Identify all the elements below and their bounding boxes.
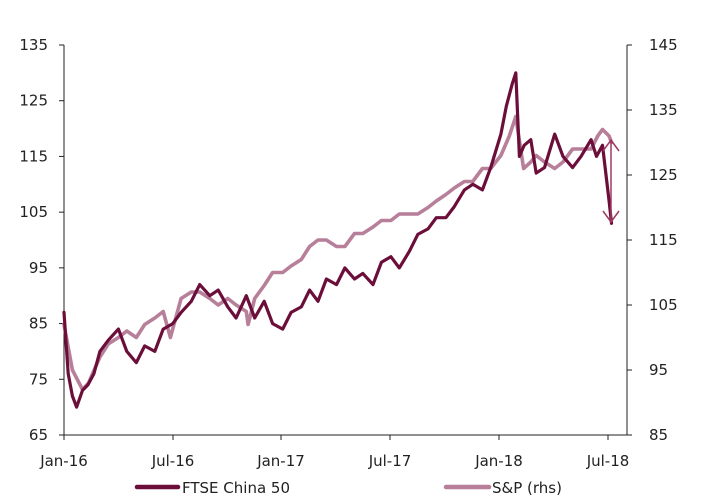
- x-tick-label: Jan-17: [256, 452, 305, 470]
- left-tick-label: 85: [29, 315, 48, 333]
- x-tick-label: Jan-18: [474, 452, 523, 470]
- series-ftse-china-50-line: [62, 71, 614, 409]
- right-tick-label: 95: [649, 361, 668, 379]
- x-tick-label: Jul-16: [151, 452, 195, 470]
- right-tick-label: 105: [649, 296, 678, 314]
- series-layer: [62, 71, 614, 409]
- x-tick-label: Jan-16: [39, 452, 88, 470]
- left-tick-label: 75: [29, 370, 48, 388]
- axes: [63, 45, 628, 436]
- x-tick-label: Jul-17: [368, 452, 412, 470]
- arrow-head-up: [602, 138, 620, 152]
- x-tick-label: Jul-18: [586, 452, 630, 470]
- left-tick-label: 125: [19, 92, 48, 110]
- legend: FTSE China 50 S&P (rhs): [134, 479, 562, 497]
- legend-label-sp: S&P (rhs): [492, 479, 562, 497]
- arrow-head-down: [602, 210, 620, 224]
- legend-label-ftse: FTSE China 50: [182, 479, 290, 497]
- right-y-axis-ticks: 85 95 105 115 125 135 145: [627, 36, 678, 444]
- left-tick-label: 105: [19, 203, 48, 221]
- series-sp-rhs-line: [62, 114, 614, 392]
- right-tick-label: 145: [649, 36, 678, 54]
- left-tick-label: 65: [29, 426, 48, 444]
- right-tick-label: 135: [649, 101, 678, 119]
- left-tick-label: 135: [19, 36, 48, 54]
- left-tick-label: 115: [19, 147, 48, 165]
- right-tick-label: 125: [649, 166, 678, 184]
- right-tick-label: 85: [649, 426, 668, 444]
- annotation-arrow: [602, 138, 620, 224]
- x-axis-ticks: Jan-16 Jul-16 Jan-17 Jul-17 Jan-18 Jul-18: [39, 435, 629, 470]
- right-tick-label: 115: [649, 231, 678, 249]
- left-y-axis-ticks: 65 75 85 95 105 115 125 135: [19, 36, 64, 444]
- left-tick-label: 95: [29, 259, 48, 277]
